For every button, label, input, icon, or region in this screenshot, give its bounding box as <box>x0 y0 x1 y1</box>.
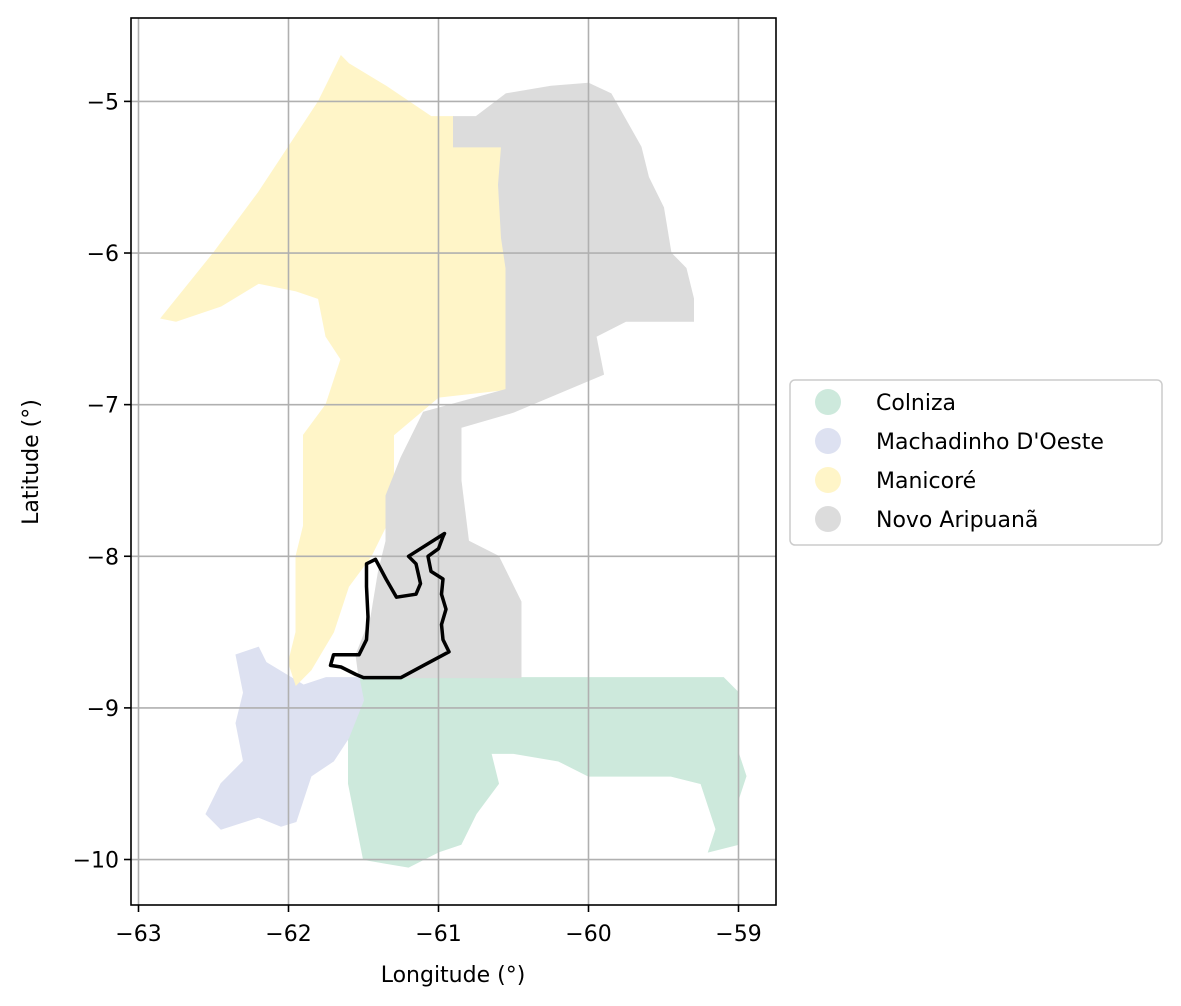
legend-label-machadinho-d-oeste: Machadinho D'Oeste <box>876 430 1104 455</box>
x-tick-label: −60 <box>565 922 611 947</box>
y-tick-label: −6 <box>87 242 119 267</box>
legend-label-manicore: Manicoré <box>876 469 976 494</box>
highlight-outline <box>328 531 451 680</box>
region-machadinho-d-oeste <box>205 646 365 830</box>
plot-frame <box>130 17 777 906</box>
legend-label-colniza: Colniza <box>876 391 956 416</box>
y-tick-label: −5 <box>87 90 119 115</box>
legend-box <box>789 379 1163 546</box>
legend-entries: Colniza Machadinho D'Oeste Manicoré Novo Ar… <box>815 389 1104 533</box>
y-tick-label: −7 <box>87 394 119 419</box>
y-tick-label: −9 <box>87 697 119 722</box>
x-tick-label: −63 <box>115 922 161 947</box>
legend: Colniza Machadinho D'Oeste Manicoré Novo Ar… <box>789 379 1163 546</box>
y-tick-label: −10 <box>73 849 119 874</box>
x-tick-label: −62 <box>265 922 311 947</box>
y-axis-label: Latitude (°) <box>19 399 44 525</box>
legend-marker-colniza <box>815 389 841 415</box>
y-axis-ticks: −5 −6 −7 −8 −9 −10 <box>73 90 131 874</box>
legend-marker-machadinho-d-oeste <box>815 428 841 454</box>
x-tick-label: −61 <box>415 922 461 947</box>
x-axis-label: Longitude (°) <box>381 963 526 988</box>
legend-marker-manicore <box>815 467 841 493</box>
legend-label-novo-aripuana: Novo Aripuanã <box>876 508 1038 533</box>
region-colniza <box>348 677 747 868</box>
grid-layer <box>131 18 776 905</box>
x-axis-ticks: −63 −62 −61 −60 −59 <box>115 905 762 947</box>
y-tick-label: −8 <box>87 545 119 570</box>
legend-marker-novo-aripuana <box>815 506 841 532</box>
regions-layer <box>160 55 747 868</box>
x-tick-label: −59 <box>715 922 761 947</box>
highlight-outline-layer <box>328 531 451 680</box>
